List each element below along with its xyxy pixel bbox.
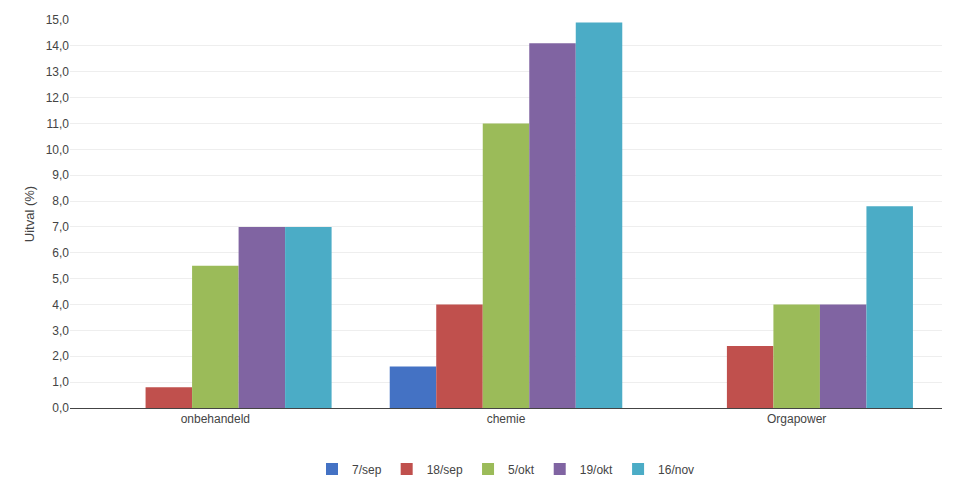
svg-text:7/sep: 7/sep bbox=[352, 463, 382, 477]
svg-text:14,0: 14,0 bbox=[46, 39, 70, 53]
svg-text:8,0: 8,0 bbox=[52, 194, 69, 208]
svg-text:11,0: 11,0 bbox=[47, 117, 70, 131]
svg-text:19/okt: 19/okt bbox=[580, 463, 613, 477]
svg-text:9,0: 9,0 bbox=[52, 168, 69, 182]
svg-text:12,0: 12,0 bbox=[46, 91, 70, 105]
svg-text:onbehandeld: onbehandeld bbox=[181, 412, 250, 426]
svg-text:6,0: 6,0 bbox=[52, 246, 69, 260]
svg-text:16/nov: 16/nov bbox=[658, 463, 694, 477]
svg-text:7,0: 7,0 bbox=[52, 220, 69, 234]
svg-text:18/sep: 18/sep bbox=[427, 463, 463, 477]
svg-text:Orgapower: Orgapower bbox=[767, 412, 826, 426]
svg-text:5/okt: 5/okt bbox=[508, 463, 535, 477]
svg-text:4,0: 4,0 bbox=[52, 298, 69, 312]
svg-text:15,0: 15,0 bbox=[46, 13, 70, 27]
svg-text:10,0: 10,0 bbox=[46, 143, 70, 157]
svg-text:13,0: 13,0 bbox=[46, 65, 70, 79]
svg-text:chemie: chemie bbox=[487, 412, 526, 426]
svg-text:1,0: 1,0 bbox=[52, 375, 69, 389]
svg-text:3,0: 3,0 bbox=[52, 324, 69, 338]
svg-text:Uitval (%): Uitval (%) bbox=[22, 186, 37, 242]
svg-text:0,0: 0,0 bbox=[52, 401, 69, 415]
svg-text:5,0: 5,0 bbox=[52, 272, 69, 286]
svg-text:2,0: 2,0 bbox=[52, 349, 69, 363]
